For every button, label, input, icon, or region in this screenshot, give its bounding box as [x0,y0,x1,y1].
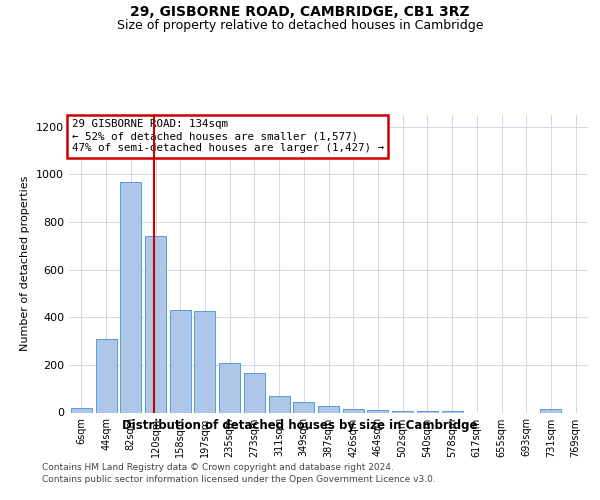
Text: Distribution of detached houses by size in Cambridge: Distribution of detached houses by size … [122,419,478,432]
Bar [120,182,141,412]
Bar [343,409,364,412]
Text: Contains public sector information licensed under the Open Government Licence v3: Contains public sector information licen… [42,475,436,484]
Bar [417,411,438,412]
Bar [71,408,92,412]
Bar [442,411,463,412]
Bar [269,396,290,412]
Bar [367,410,388,412]
Text: 29 GISBORNE ROAD: 134sqm
← 52% of detached houses are smaller (1,577)
47% of sem: 29 GISBORNE ROAD: 134sqm ← 52% of detach… [71,120,383,152]
Bar [293,402,314,412]
Text: Contains HM Land Registry data © Crown copyright and database right 2024.: Contains HM Land Registry data © Crown c… [42,462,394,471]
Bar [392,410,413,412]
Text: 29, GISBORNE ROAD, CAMBRIDGE, CB1 3RZ: 29, GISBORNE ROAD, CAMBRIDGE, CB1 3RZ [130,5,470,19]
Bar [244,373,265,412]
Y-axis label: Number of detached properties: Number of detached properties [20,176,31,352]
Bar [145,236,166,412]
Bar [219,363,240,412]
Bar [541,409,562,412]
Bar [170,310,191,412]
Text: Size of property relative to detached houses in Cambridge: Size of property relative to detached ho… [117,19,483,32]
Bar [318,406,339,412]
Bar [95,340,116,412]
Bar [194,312,215,412]
